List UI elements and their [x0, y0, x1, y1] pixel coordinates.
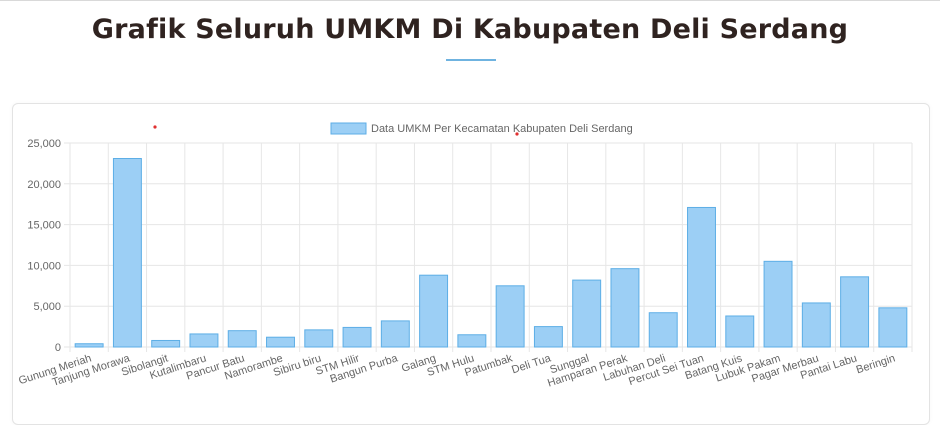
bar-15: [610, 268, 640, 348]
y-tick-label: 20,000: [27, 179, 61, 191]
bar-10: [419, 274, 449, 348]
x-tick-label: Deli Tua: [510, 352, 553, 376]
bar-22: [878, 307, 908, 348]
marker-dot: [153, 125, 157, 129]
legend-swatch: [330, 122, 367, 135]
bar-5: [227, 330, 257, 348]
top-divider: [0, 0, 940, 1]
bar-16: [648, 312, 678, 348]
bar-13: [533, 326, 563, 348]
marker-dot: [515, 132, 519, 136]
bar-14: [572, 279, 602, 348]
y-tick-label: 0: [55, 342, 61, 354]
y-tick-label: 15,000: [27, 220, 61, 232]
y-tick-label: 10,000: [27, 260, 61, 272]
bar-2: [112, 158, 142, 348]
bar-9: [380, 320, 410, 348]
x-tick-label: Beringin: [855, 352, 897, 376]
bar-12: [495, 285, 525, 348]
bar-7: [304, 329, 334, 348]
bar-19: [763, 260, 793, 348]
bar-4: [189, 333, 219, 348]
page-title: Grafik Seluruh UMKM Di Kabupaten Deli Se…: [91, 14, 849, 45]
bar-3: [151, 339, 181, 348]
bar-20: [801, 302, 831, 348]
bar-18: [725, 315, 755, 348]
y-tick-label: 25,000: [27, 138, 61, 150]
bar-1: [74, 343, 104, 348]
legend-label: Data UMKM Per Kecamatan Kabupaten Deli S…: [371, 123, 633, 135]
y-tick-label: 5,000: [33, 301, 61, 313]
bar-11: [457, 334, 487, 348]
bar-21: [840, 276, 870, 348]
bar-6: [266, 336, 295, 348]
bar-8: [342, 326, 372, 348]
title-underline: [446, 59, 496, 61]
bar-17: [687, 206, 716, 348]
